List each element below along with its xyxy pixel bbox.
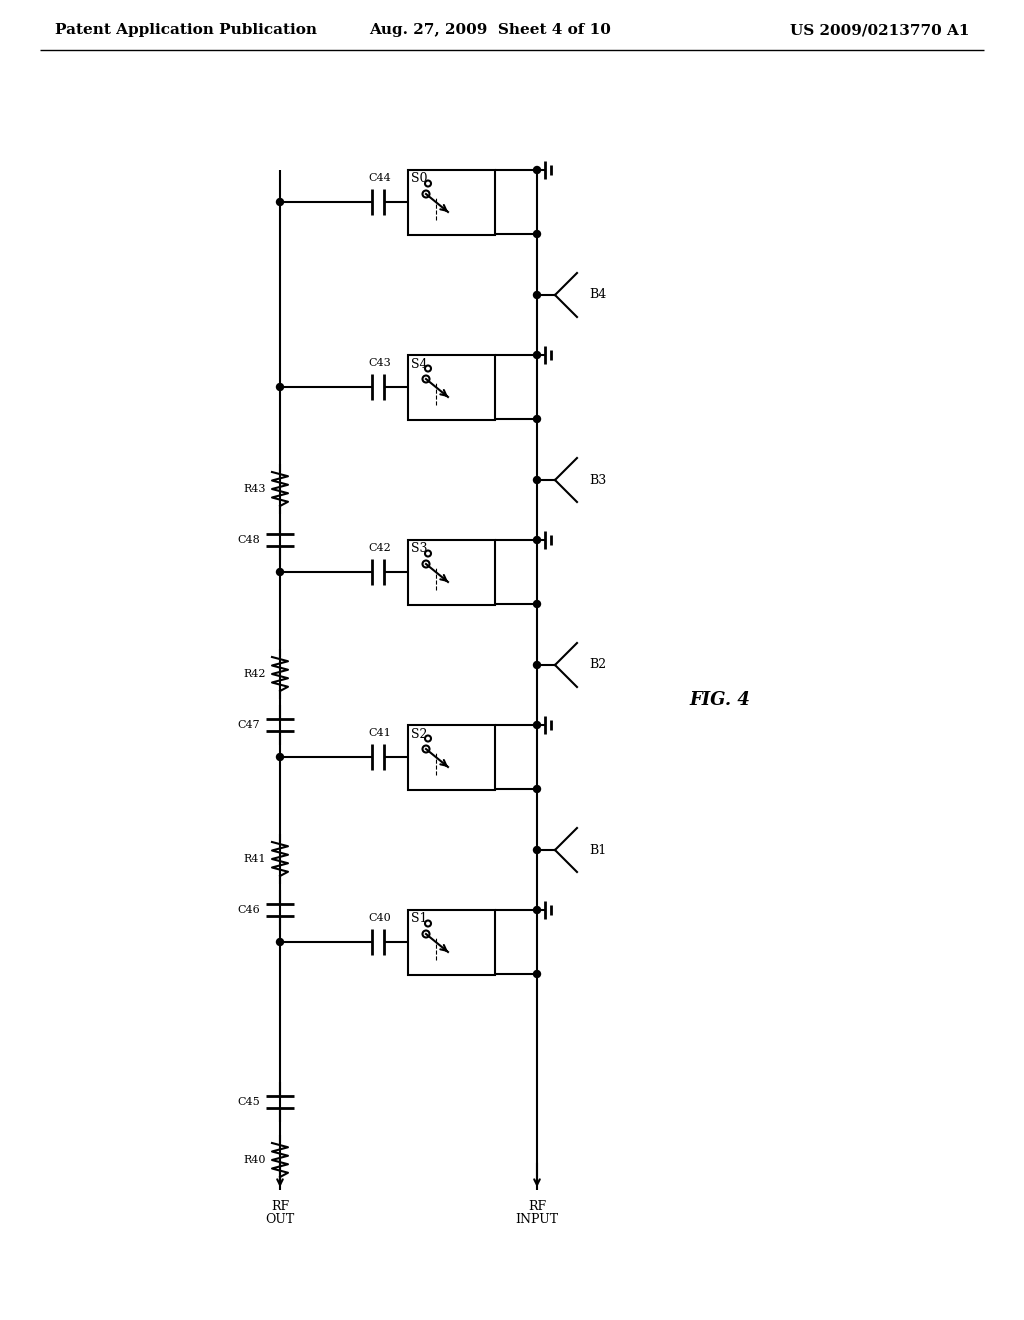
Bar	[408, 725, 495, 789]
Circle shape	[534, 477, 541, 483]
Circle shape	[276, 939, 284, 945]
Text: Patent Application Publication: Patent Application Publication	[55, 22, 317, 37]
Text: C43: C43	[369, 358, 391, 368]
Text: S3: S3	[411, 543, 427, 556]
Circle shape	[423, 931, 429, 937]
Circle shape	[534, 351, 541, 359]
Circle shape	[423, 561, 429, 568]
Text: FIG. 4: FIG. 4	[689, 690, 751, 709]
Text: R40: R40	[244, 1155, 266, 1166]
Text: B3: B3	[589, 474, 606, 487]
Text: C46: C46	[238, 906, 260, 915]
Circle shape	[534, 536, 541, 544]
Text: R43: R43	[244, 484, 266, 494]
Circle shape	[425, 735, 431, 742]
Circle shape	[425, 550, 431, 557]
Text: RF: RF	[528, 1200, 546, 1213]
Text: C40: C40	[369, 913, 391, 923]
Text: S2: S2	[411, 727, 427, 741]
Text: OUT: OUT	[265, 1213, 295, 1226]
Circle shape	[423, 746, 429, 752]
Circle shape	[534, 292, 541, 298]
Circle shape	[423, 375, 429, 383]
Circle shape	[534, 907, 541, 913]
Circle shape	[534, 601, 541, 607]
Text: C45: C45	[238, 1097, 260, 1107]
Bar	[408, 909, 495, 974]
Circle shape	[534, 785, 541, 792]
Text: INPUT: INPUT	[515, 1213, 558, 1226]
Text: C48: C48	[238, 535, 260, 545]
Text: C41: C41	[369, 729, 391, 738]
Circle shape	[534, 231, 541, 238]
Bar	[408, 355, 495, 420]
Circle shape	[425, 181, 431, 186]
Text: R42: R42	[244, 669, 266, 678]
Text: S0: S0	[411, 173, 427, 186]
Circle shape	[276, 754, 284, 760]
Circle shape	[425, 920, 431, 927]
Circle shape	[423, 190, 429, 198]
Circle shape	[534, 846, 541, 854]
Text: B1: B1	[589, 843, 606, 857]
Circle shape	[534, 661, 541, 668]
Text: US 2009/0213770 A1: US 2009/0213770 A1	[791, 22, 970, 37]
Circle shape	[534, 416, 541, 422]
Text: Aug. 27, 2009  Sheet 4 of 10: Aug. 27, 2009 Sheet 4 of 10	[369, 22, 611, 37]
Bar	[408, 540, 495, 605]
Text: C42: C42	[369, 543, 391, 553]
Text: RF: RF	[271, 1200, 289, 1213]
Circle shape	[276, 198, 284, 206]
Circle shape	[276, 569, 284, 576]
Circle shape	[425, 366, 431, 371]
Text: B4: B4	[589, 289, 606, 301]
Text: R41: R41	[244, 854, 266, 865]
Circle shape	[534, 166, 541, 173]
Circle shape	[534, 970, 541, 978]
Text: C44: C44	[369, 173, 391, 183]
Text: S4: S4	[411, 358, 427, 371]
Circle shape	[276, 384, 284, 391]
Bar	[408, 169, 495, 235]
Text: C47: C47	[238, 719, 260, 730]
Text: S1: S1	[411, 912, 427, 925]
Circle shape	[534, 722, 541, 729]
Text: B2: B2	[589, 659, 606, 672]
